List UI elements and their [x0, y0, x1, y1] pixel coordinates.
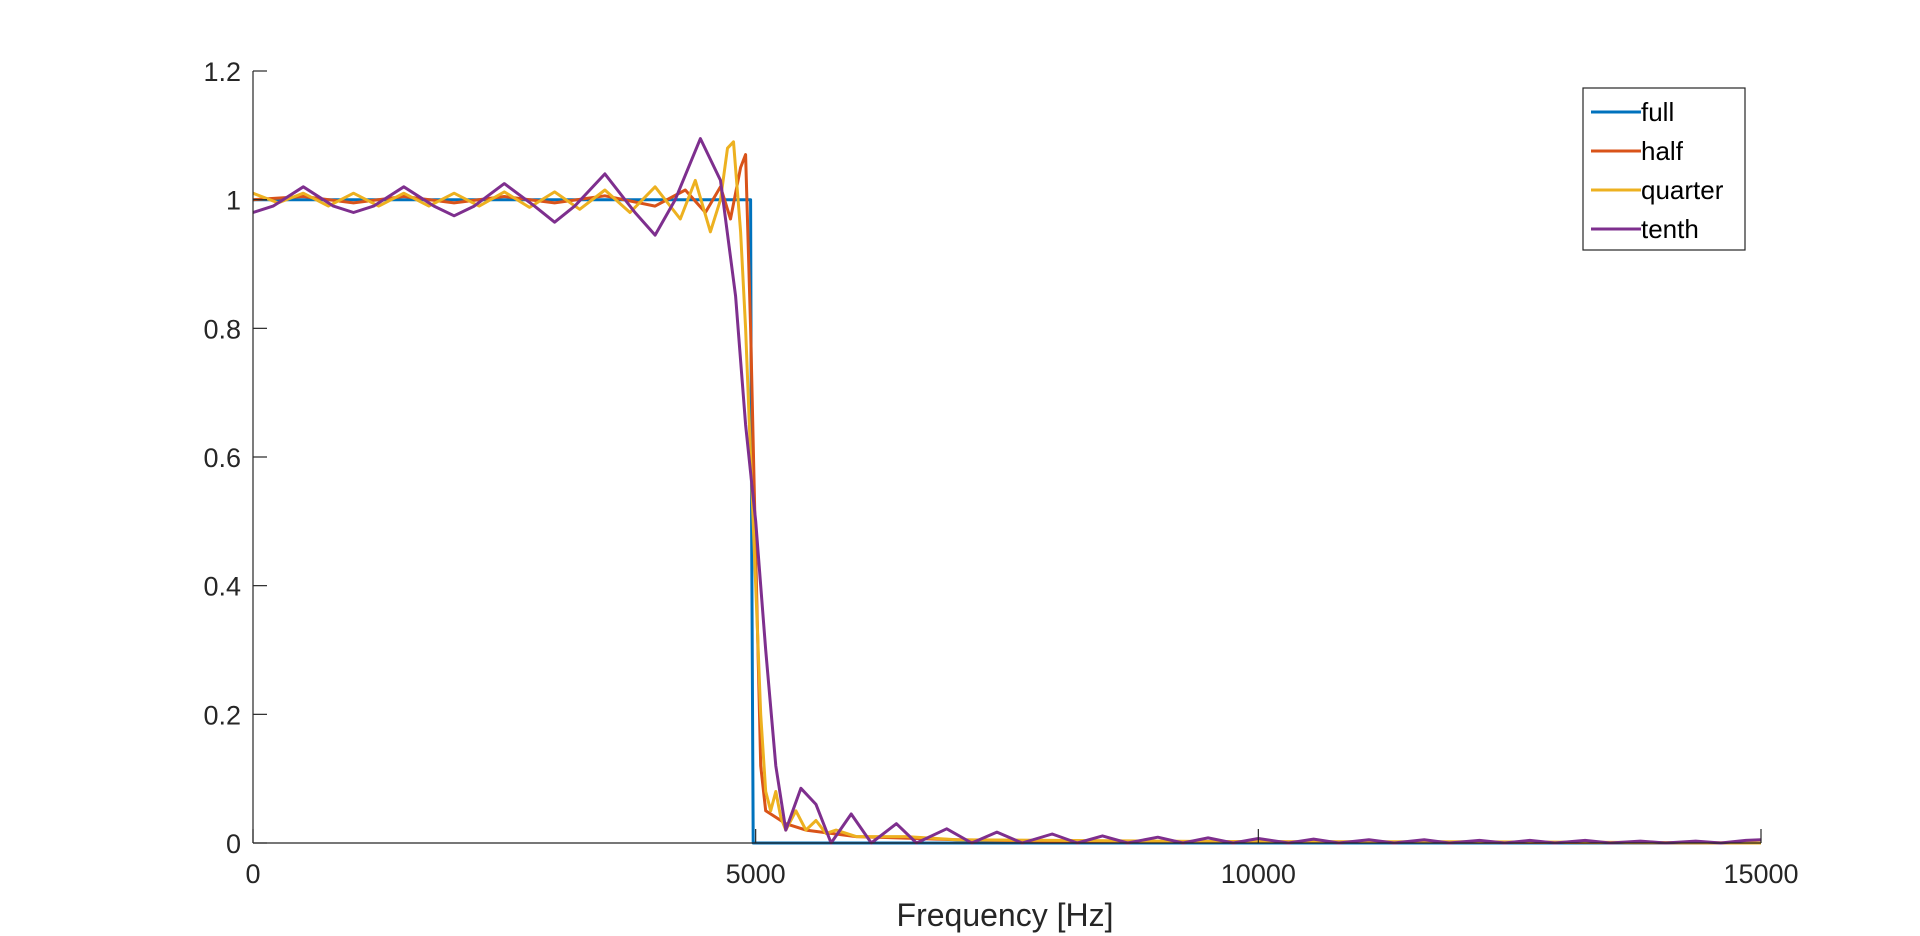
y-tick-label: 0.4: [203, 572, 241, 602]
legend-label-full: full: [1641, 97, 1674, 127]
y-tick-label: 0.2: [203, 700, 241, 730]
legend-label-tenth: tenth: [1641, 214, 1699, 244]
y-tick-label: 0.8: [203, 314, 241, 344]
x-tick-label: 15000: [1723, 859, 1798, 889]
series-line-quarter: [252, 140, 1762, 845]
x-axis-label: Frequency [Hz]: [897, 897, 1114, 933]
ticks-layer: 0 5000 10000 15000 0 0.2 0.4 0.6 0.8 1 1.2: [203, 57, 1798, 889]
x-tick-label: 0: [245, 859, 260, 889]
legend: full half quarter tenth: [1582, 87, 1746, 251]
legend-label-quarter: quarter: [1641, 175, 1724, 205]
x-tick-label: 5000: [726, 859, 786, 889]
legend-label-half: half: [1641, 136, 1684, 166]
x-tick-label: 10000: [1221, 859, 1296, 889]
y-tick-label: 1: [226, 186, 241, 216]
legend-box: [1582, 87, 1746, 251]
y-tick-label: 0.6: [203, 443, 241, 473]
y-tick-label: 1.2: [203, 57, 241, 87]
y-tick-label: 0: [226, 829, 241, 859]
